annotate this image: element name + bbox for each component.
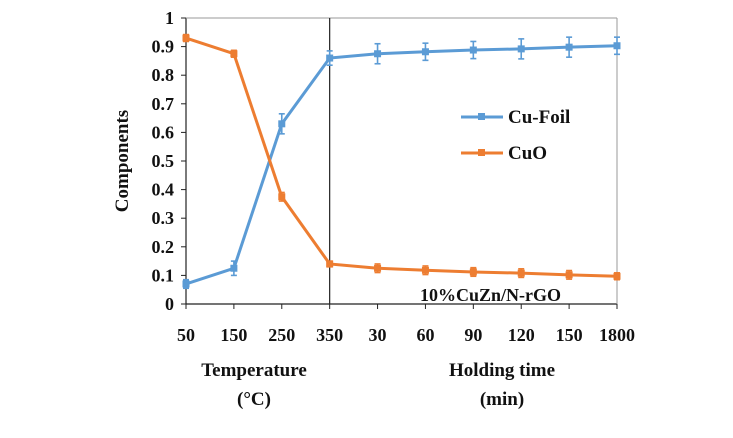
x-tick-label: 250 <box>268 325 295 345</box>
holding-time-title: Holding time <box>449 360 555 381</box>
data-point <box>230 50 238 58</box>
x-tick-label: 350 <box>316 325 343 345</box>
x-tick-label: 30 <box>369 325 387 345</box>
y-tick-label: 0.3 <box>152 208 175 228</box>
data-point <box>469 46 477 54</box>
y-tick-label: 0.5 <box>152 151 175 171</box>
data-point <box>517 45 525 53</box>
data-point <box>565 271 573 279</box>
x-tick-label: 150 <box>556 325 583 345</box>
temperature-unit: (°C) <box>237 389 271 410</box>
y-tick-label: 0.4 <box>152 180 175 200</box>
data-point <box>469 268 477 276</box>
legend-marker-cuo <box>478 149 485 156</box>
series-line-cuo <box>185 36 618 278</box>
y-tick-label: 0.7 <box>152 94 175 114</box>
data-point <box>421 266 429 274</box>
x-tick-label: 60 <box>416 325 434 345</box>
data-point <box>278 193 286 201</box>
x-tick-label: 50 <box>177 325 195 345</box>
temperature-title: Temperature <box>201 360 307 381</box>
data-point <box>374 50 382 58</box>
x-axis-title-temperature: Temperature (°C) <box>201 360 307 410</box>
data-point <box>182 280 190 288</box>
data-point <box>326 260 334 268</box>
legend-label-cu-foil: Cu-Foil <box>508 107 570 128</box>
data-point <box>613 42 621 50</box>
legend-label-cuo: CuO <box>508 143 547 164</box>
y-tick-label: 1 <box>165 8 174 28</box>
data-point <box>326 54 334 62</box>
series-layer <box>182 33 621 290</box>
data-point <box>517 269 525 277</box>
x-tick-label: 1800 <box>599 325 635 345</box>
series-cuo <box>182 33 621 281</box>
y-tick-label: 0.6 <box>152 122 175 142</box>
data-point <box>374 264 382 272</box>
legend: Cu-Foil CuO <box>461 107 570 164</box>
y-axis-title: Components <box>112 110 133 212</box>
data-point <box>278 120 286 128</box>
x-tick-label: 150 <box>220 325 247 345</box>
series-cu-foil <box>182 36 621 290</box>
data-point <box>182 34 190 42</box>
y-tick-label: 0 <box>165 294 174 314</box>
x-tick-label: 120 <box>508 325 535 345</box>
data-point <box>230 264 238 272</box>
holding-time-unit: (min) <box>480 389 524 410</box>
series-line-cu-foil <box>185 44 618 286</box>
legend-marker-cu-foil <box>478 113 485 120</box>
x-tick-label: 90 <box>464 325 482 345</box>
y-tick-label: 0.9 <box>152 37 175 57</box>
y-tick-label: 0.2 <box>152 237 175 257</box>
data-point <box>421 48 429 56</box>
data-point <box>613 272 621 280</box>
data-point <box>565 43 573 51</box>
y-tick-label: 0.1 <box>152 265 175 285</box>
y-tick-label: 0.8 <box>152 65 175 85</box>
x-axis-title-holding: Holding time (min) <box>449 360 555 410</box>
sample-annotation: 10%CuZn/N-rGO <box>420 285 561 305</box>
